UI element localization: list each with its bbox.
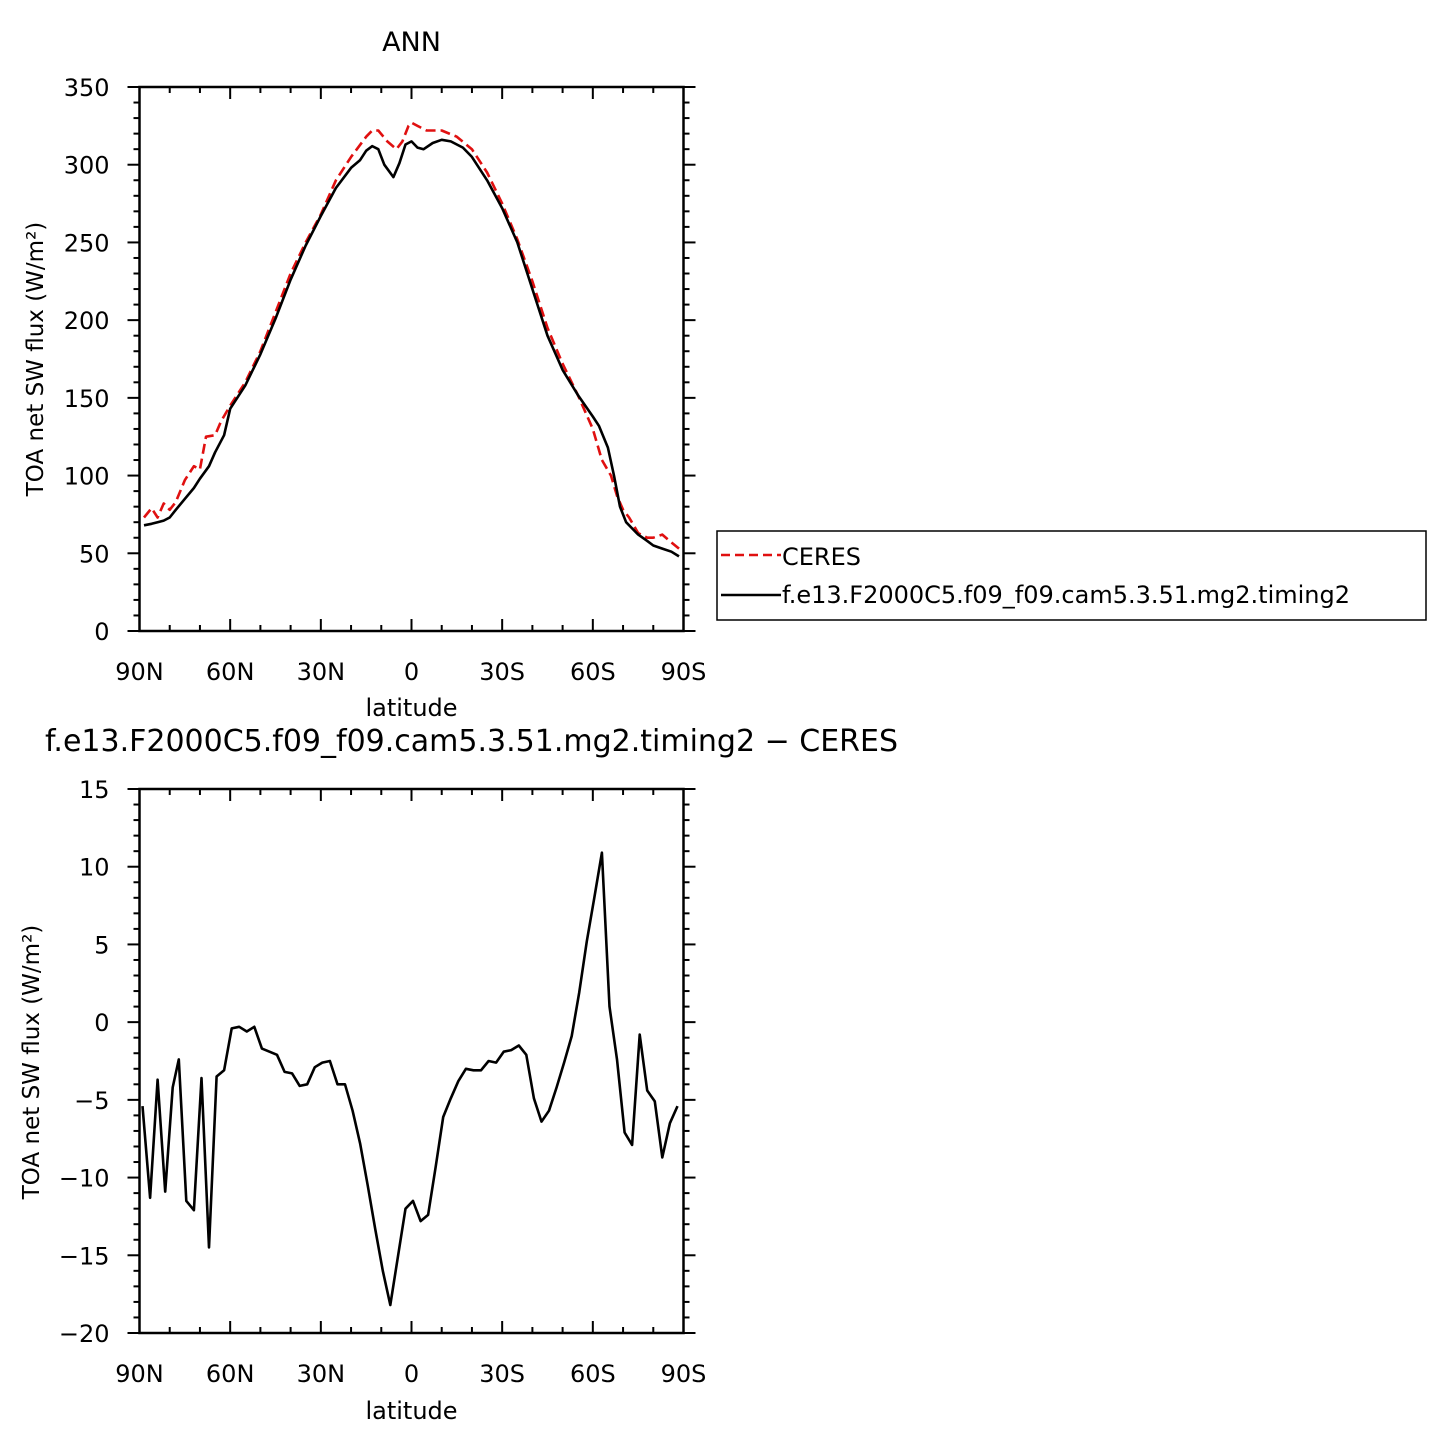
y-tick-label-top: 0 — [94, 618, 109, 646]
y-axis-label-top: TOA net SW flux (W/m²) — [23, 222, 49, 498]
y-tick-label-top: 300 — [64, 152, 110, 180]
y-tick-label-bottom: −15 — [59, 1242, 110, 1270]
y-tick-label-top: 250 — [64, 229, 110, 257]
plot-data-bottom — [141, 851, 679, 1307]
x-tick-label-bottom: 60N — [206, 1360, 255, 1388]
ticks-bottom: 90N 60N 30N 0 30S 60S 90S −20 −15 −10 −5 0 5 10 15 — [59, 776, 707, 1388]
x-tick-label-bottom: 30S — [479, 1360, 525, 1388]
y-axis-label-bottom: TOA net SW flux (W/m²) — [19, 925, 45, 1201]
y-tick-label-bottom: 15 — [79, 776, 110, 804]
chart-title-bottom: f.e13.F2000C5.f09_f09.cam5.3.51.mg2.timi… — [45, 724, 898, 759]
legend-top: CERES f.e13.F2000C5.f09_f09.cam5.3.51.mg… — [716, 530, 1427, 621]
panel-bottom: 90N 60N 30N 0 30S 60S 90S −20 −15 −10 −5 0 5 10 15 f.e… — [19, 724, 898, 1425]
x-tick-label-bottom: 0 — [404, 1360, 419, 1388]
y-tick-label-top: 50 — [79, 540, 110, 568]
panel-top: 90N 60N 30N 0 30S 60S 90S 0 50 100 150 200 250 300 350… — [23, 27, 706, 722]
x-tick-label-bottom: 60S — [570, 1360, 616, 1388]
y-tick-label-top: 350 — [64, 74, 110, 102]
chart-title-top: ANN — [382, 27, 441, 58]
x-tick-label-bottom: 90N — [115, 1360, 164, 1388]
x-tick-label-top: 60S — [570, 658, 616, 686]
x-tick-label-top: 60N — [206, 658, 255, 686]
x-tick-label-bottom: 90S — [661, 1360, 707, 1388]
x-tick-label-top: 0 — [404, 658, 419, 686]
x-axis-label-bottom: latitude — [365, 1397, 457, 1425]
x-axis-label-top: latitude — [365, 694, 457, 722]
y-tick-label-top: 150 — [64, 385, 110, 413]
series-line-top-1 — [143, 138, 680, 558]
legend-label-model: f.e13.F2000C5.f09_f09.cam5.3.51.mg2.timi… — [782, 581, 1350, 609]
plot-data-top — [142, 121, 680, 558]
y-tick-label-bottom: 5 — [94, 931, 109, 959]
x-tick-label-top: 30N — [297, 658, 346, 686]
series-line-bottom-0 — [141, 851, 679, 1307]
y-tick-label-bottom: −5 — [74, 1087, 109, 1115]
x-tick-label-top: 90S — [661, 658, 707, 686]
y-tick-label-bottom: −10 — [59, 1165, 110, 1193]
x-tick-label-bottom: 30N — [297, 1360, 346, 1388]
y-tick-label-bottom: −20 — [59, 1320, 110, 1348]
y-tick-label-bottom: 0 — [94, 1009, 109, 1037]
legend-label-ceres: CERES — [782, 543, 861, 571]
ticks-top: 90N 60N 30N 0 30S 60S 90S 0 50 100 150 200 250 300 350 — [64, 74, 707, 686]
legend-box — [716, 530, 1427, 621]
x-tick-label-top: 90N — [115, 658, 164, 686]
y-tick-label-top: 100 — [64, 463, 110, 491]
plot-frame-top — [138, 85, 685, 633]
y-tick-label-bottom: 10 — [79, 854, 110, 882]
series-line-top-0 — [142, 121, 680, 550]
y-tick-label-top: 200 — [64, 307, 110, 335]
x-tick-label-top: 30S — [479, 658, 525, 686]
